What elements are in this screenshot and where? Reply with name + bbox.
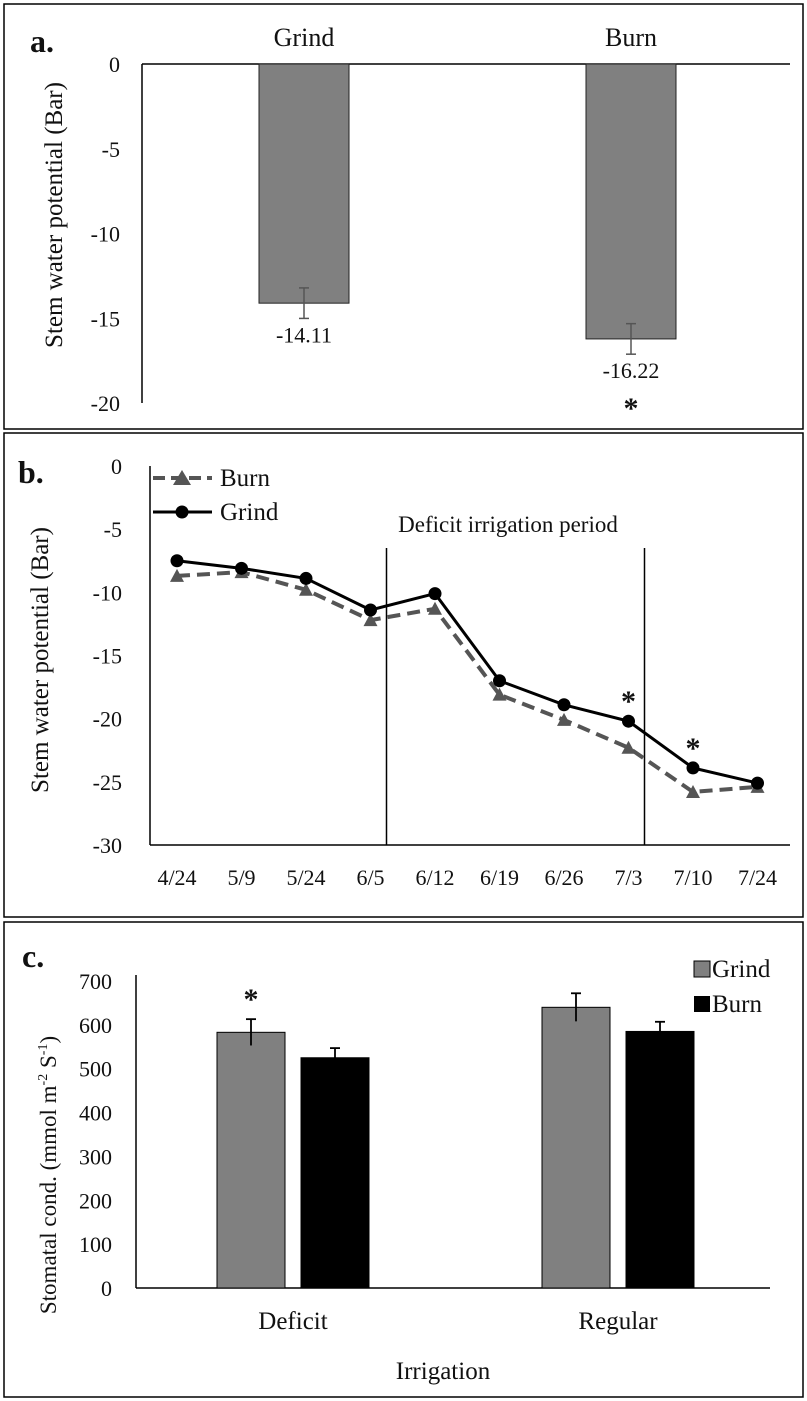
- panel-c-legend: Grind Burn: [693, 956, 771, 1018]
- series-point-grind: [751, 776, 764, 790]
- panel-b-x-tick-label: 7/3: [614, 865, 642, 890]
- legend-grind-label: Grind: [220, 499, 279, 526]
- panel-c-y-tick-label: 500: [79, 1057, 112, 1082]
- panel-c-bar-burn: [625, 1030, 695, 1289]
- panel-b-frame: [3, 432, 804, 918]
- panel-b: b. Stem water potential (Bar) Deficit ir…: [3, 432, 804, 918]
- panel-b-x-tick-label: 7/24: [738, 865, 777, 890]
- panel-c-bar-burn: [300, 1057, 370, 1289]
- deficit-period-annotation: Deficit irrigation period: [398, 512, 618, 537]
- panel-b-y-tick-label: -25: [93, 770, 122, 795]
- legend-burn-marker: [173, 470, 191, 485]
- panel-a-ylabel: Stem water potential (Bar): [41, 82, 68, 348]
- panel-b-ylabel: Stem water potential (Bar): [27, 527, 54, 793]
- series-point-grind: [235, 561, 248, 575]
- panel-b-legend: Burn Grind: [153, 465, 279, 526]
- series-point-burn: [170, 568, 184, 582]
- panel-b-x-tick-label: 6/19: [480, 865, 519, 890]
- panel-b-x-tick-label: 4/24: [157, 865, 196, 890]
- panel-a-frame: [3, 3, 804, 430]
- series-point-burn: [428, 601, 442, 615]
- panel-b-x-tick-label: 6/26: [544, 865, 583, 890]
- series-point-grind: [364, 603, 377, 617]
- legend-grind-marker: [175, 505, 189, 519]
- panel-b-y-tick-label: 0: [111, 454, 122, 479]
- series-point-grind: [493, 674, 506, 688]
- panel-c-y-tick-label: 100: [79, 1232, 112, 1257]
- panel-c-ylabel: Stomatal cond. (mmol m-2 S-1): [36, 1036, 61, 1314]
- panel-c-significance-star: *: [244, 983, 259, 1016]
- series-point-grind: [428, 587, 442, 601]
- panel-c-frame: [3, 921, 804, 1398]
- series-point-grind: [686, 761, 700, 775]
- panel-a-y-tick-label: -15: [91, 306, 120, 331]
- panel-a-data-label: -14.11: [276, 322, 332, 347]
- series-point-burn: [299, 582, 313, 596]
- panel-a: a. Stem water potential (Bar) 0 -5 -10 -15 -…: [3, 3, 804, 430]
- panel-a-y-tick-label: -20: [91, 391, 120, 416]
- panel-a-y-tick-label: -10: [91, 222, 120, 247]
- panel-b-y-tick-label: -20: [93, 707, 122, 732]
- series-point-burn: [363, 613, 378, 627]
- panel-c-category-label: Regular: [578, 1308, 658, 1335]
- panel-b-x-tick-label: 5/9: [227, 865, 255, 890]
- panel-b-significance-star: *: [621, 685, 636, 718]
- series-point-burn: [621, 740, 636, 754]
- panel-c-letter: c.: [22, 938, 44, 974]
- panel-a-y-tick-label: -5: [102, 137, 120, 162]
- panel-b-significance-star: *: [686, 732, 701, 765]
- series-point-grind: [299, 571, 313, 585]
- panel-c-y-tick-label: 600: [79, 1013, 112, 1038]
- panel-b-y-tick-label: -5: [104, 517, 122, 542]
- panel-b-y-tick-label: -30: [93, 833, 122, 858]
- series-point-burn: [557, 712, 571, 726]
- panel-c-y-tick-label: 700: [79, 969, 112, 994]
- panel-c-category-label: Deficit: [258, 1308, 327, 1335]
- series-point-grind: [557, 698, 571, 712]
- panel-c-xlabel: Irrigation: [396, 1358, 491, 1385]
- legend-burn-swatch: [694, 996, 710, 1012]
- panel-a-bar: [585, 63, 677, 340]
- panel-b-x-tick-label: 6/5: [356, 865, 384, 890]
- panel-a-category-label: Grind: [274, 23, 335, 52]
- panel-a-bar: [258, 63, 350, 304]
- panel-a-data-label: -16.22: [603, 358, 660, 383]
- panel-b-letter: b.: [18, 454, 44, 490]
- panel-b-y-tick-label: -15: [93, 644, 122, 669]
- panel-c-y-tick-label: 400: [79, 1101, 112, 1126]
- panel-b-x-tick-label: 5/24: [286, 865, 325, 890]
- series-line-burn: [176, 570, 758, 794]
- series-point-grind: [170, 554, 184, 568]
- panel-c-bar-grind: [541, 1006, 611, 1289]
- series-line-grind: [176, 559, 758, 785]
- panel-a-significance-star: *: [624, 392, 639, 425]
- panel-b-x-tick-label: 6/12: [415, 865, 454, 890]
- panel-a-letter: a.: [30, 23, 54, 59]
- series-point-burn: [492, 687, 507, 701]
- panel-a-category-label: Burn: [605, 23, 657, 52]
- legend-grind-swatch: [693, 960, 711, 978]
- legend-burn-label: Burn: [712, 991, 763, 1018]
- legend-burn-label: Burn: [220, 465, 271, 492]
- panel-b-x-tick-label: 7/10: [673, 865, 712, 890]
- series-point-burn: [686, 784, 700, 798]
- legend-grind-label: Grind: [712, 956, 771, 983]
- panel-a-y-tick-label: 0: [109, 52, 120, 77]
- panel-c-y-tick-label: 300: [79, 1144, 112, 1169]
- panel-c-y-tick-label: 200: [79, 1188, 112, 1213]
- panel-c: c. Stomatal cond. (mmol m-2 S-1) Irrigat…: [3, 921, 804, 1398]
- panel-b-y-tick-label: -10: [93, 580, 122, 605]
- panel-c-bar-grind: [216, 1031, 286, 1289]
- series-point-grind: [622, 714, 635, 728]
- panel-c-y-tick-label: 0: [101, 1276, 112, 1301]
